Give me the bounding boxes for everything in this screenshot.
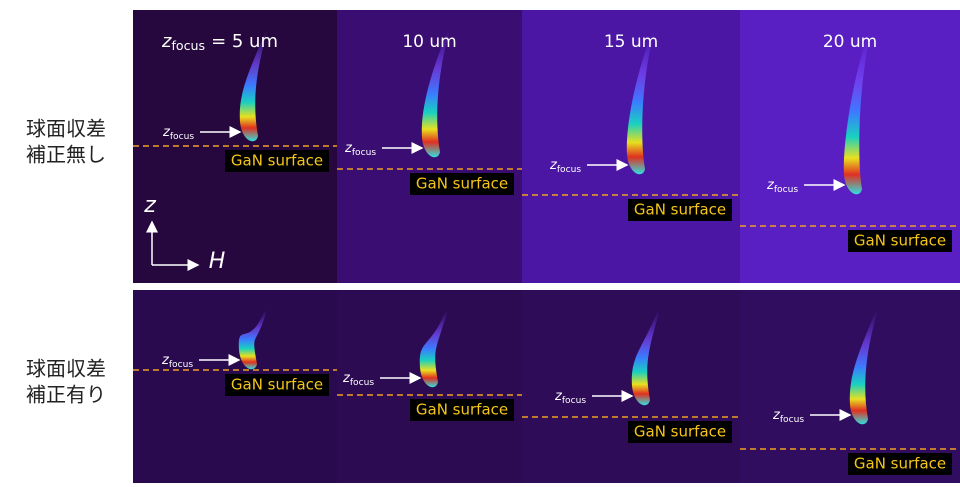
- surface-label: GaN surface: [854, 455, 946, 473]
- focus-subscript: focus: [780, 415, 805, 425]
- surface-label: GaN surface: [634, 423, 726, 441]
- focus-subscript: focus: [557, 165, 582, 175]
- surface-label: GaN surface: [416, 401, 508, 419]
- surface-label: GaN surface: [854, 232, 946, 250]
- column-label: 20 um: [823, 32, 877, 52]
- axis-label: H: [209, 249, 226, 274]
- focus-subscript: focus: [171, 38, 205, 53]
- focus-subscript: focus: [350, 378, 375, 388]
- focus-symbol: z: [161, 31, 172, 52]
- column-label: 15 um: [604, 32, 658, 52]
- surface-label: GaN surface: [634, 201, 726, 219]
- focus-subscript: focus: [170, 132, 195, 142]
- column-label: 10 um: [402, 32, 456, 52]
- focus-subscript: focus: [352, 148, 377, 158]
- panel: [522, 290, 740, 483]
- axis-label: z: [143, 193, 156, 218]
- surface-label: GaN surface: [231, 152, 323, 170]
- focus-subscript: focus: [774, 185, 799, 195]
- surface-label: GaN surface: [416, 175, 508, 193]
- row-label: 補正有り: [26, 383, 106, 407]
- focus-subscript: focus: [562, 396, 587, 406]
- surface-label: GaN surface: [231, 376, 323, 394]
- column-label: = 5 um: [211, 31, 278, 52]
- row-label: 球面収差: [26, 357, 106, 381]
- row-label: 補正無し: [26, 143, 106, 167]
- row-label: 球面収差: [26, 117, 106, 141]
- figure: 球面収差補正無し球面収差補正有りGaN surfacezfocuszfocus=…: [0, 0, 960, 483]
- focus-subscript: focus: [169, 360, 194, 370]
